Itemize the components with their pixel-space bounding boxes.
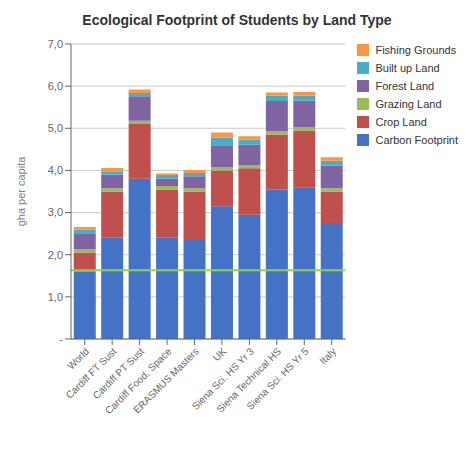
svg-text:1,0: 1,0 xyxy=(48,291,63,303)
svg-text:5,0: 5,0 xyxy=(48,122,63,134)
svg-text:7,0: 7,0 xyxy=(48,38,63,50)
svg-text:UK: UK xyxy=(211,345,229,363)
html-text:Ecological Footprint of Studen: Ecological Footprint of Students by Land… xyxy=(82,12,392,28)
svg-text:4,0: 4,0 xyxy=(48,164,63,176)
svg-text:Siena Sci. HS Yr 5: Siena Sci. HS Yr 5 xyxy=(245,345,312,412)
svg-text:Siena Technical HS: Siena Technical HS xyxy=(214,345,284,415)
svg-text:3,0: 3,0 xyxy=(48,206,63,218)
svg-text:Cardiff FT Sust: Cardiff FT Sust xyxy=(63,345,119,401)
html-text:Carbon Footprint: Carbon Footprint xyxy=(375,134,458,146)
svg-text:Cardiff PT Sust: Cardiff PT Sust xyxy=(90,345,146,402)
html-text:Grazing Land: Grazing Land xyxy=(375,98,442,110)
svg-text:Italy: Italy xyxy=(317,346,338,367)
html-text:Forest Land: Forest Land xyxy=(375,80,435,92)
svg-text:gha per capita: gha per capita xyxy=(15,156,27,227)
svg-text:Siena Sci. HS Yr 3: Siena Sci. HS Yr 3 xyxy=(189,345,256,412)
svg-text:ERASMUS Masters: ERASMUS Masters xyxy=(131,345,201,416)
html-text:Crop Land: Crop Land xyxy=(375,116,427,128)
html-text:Fishing Grounds: Fishing Grounds xyxy=(375,44,457,56)
html-text:Built up Land: Built up Land xyxy=(375,62,440,74)
svg-text:World: World xyxy=(65,345,92,372)
svg-text:-: - xyxy=(59,333,63,345)
svg-text:Cardiff Food, Space: Cardiff Food, Space xyxy=(102,345,174,417)
svg-text:2,0: 2,0 xyxy=(48,249,63,261)
svg-text:6,0: 6,0 xyxy=(48,80,63,92)
